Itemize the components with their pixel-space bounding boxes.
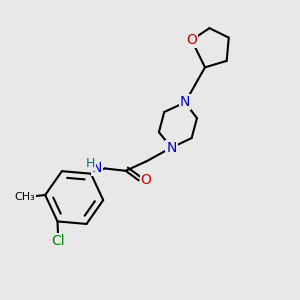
Text: N: N <box>92 160 102 175</box>
Text: CH₃: CH₃ <box>14 191 35 202</box>
Text: H: H <box>85 158 95 170</box>
Text: N: N <box>180 95 190 110</box>
Text: N: N <box>166 141 177 154</box>
Text: Cl: Cl <box>51 234 65 248</box>
Text: O: O <box>186 33 197 47</box>
Text: O: O <box>141 173 152 187</box>
